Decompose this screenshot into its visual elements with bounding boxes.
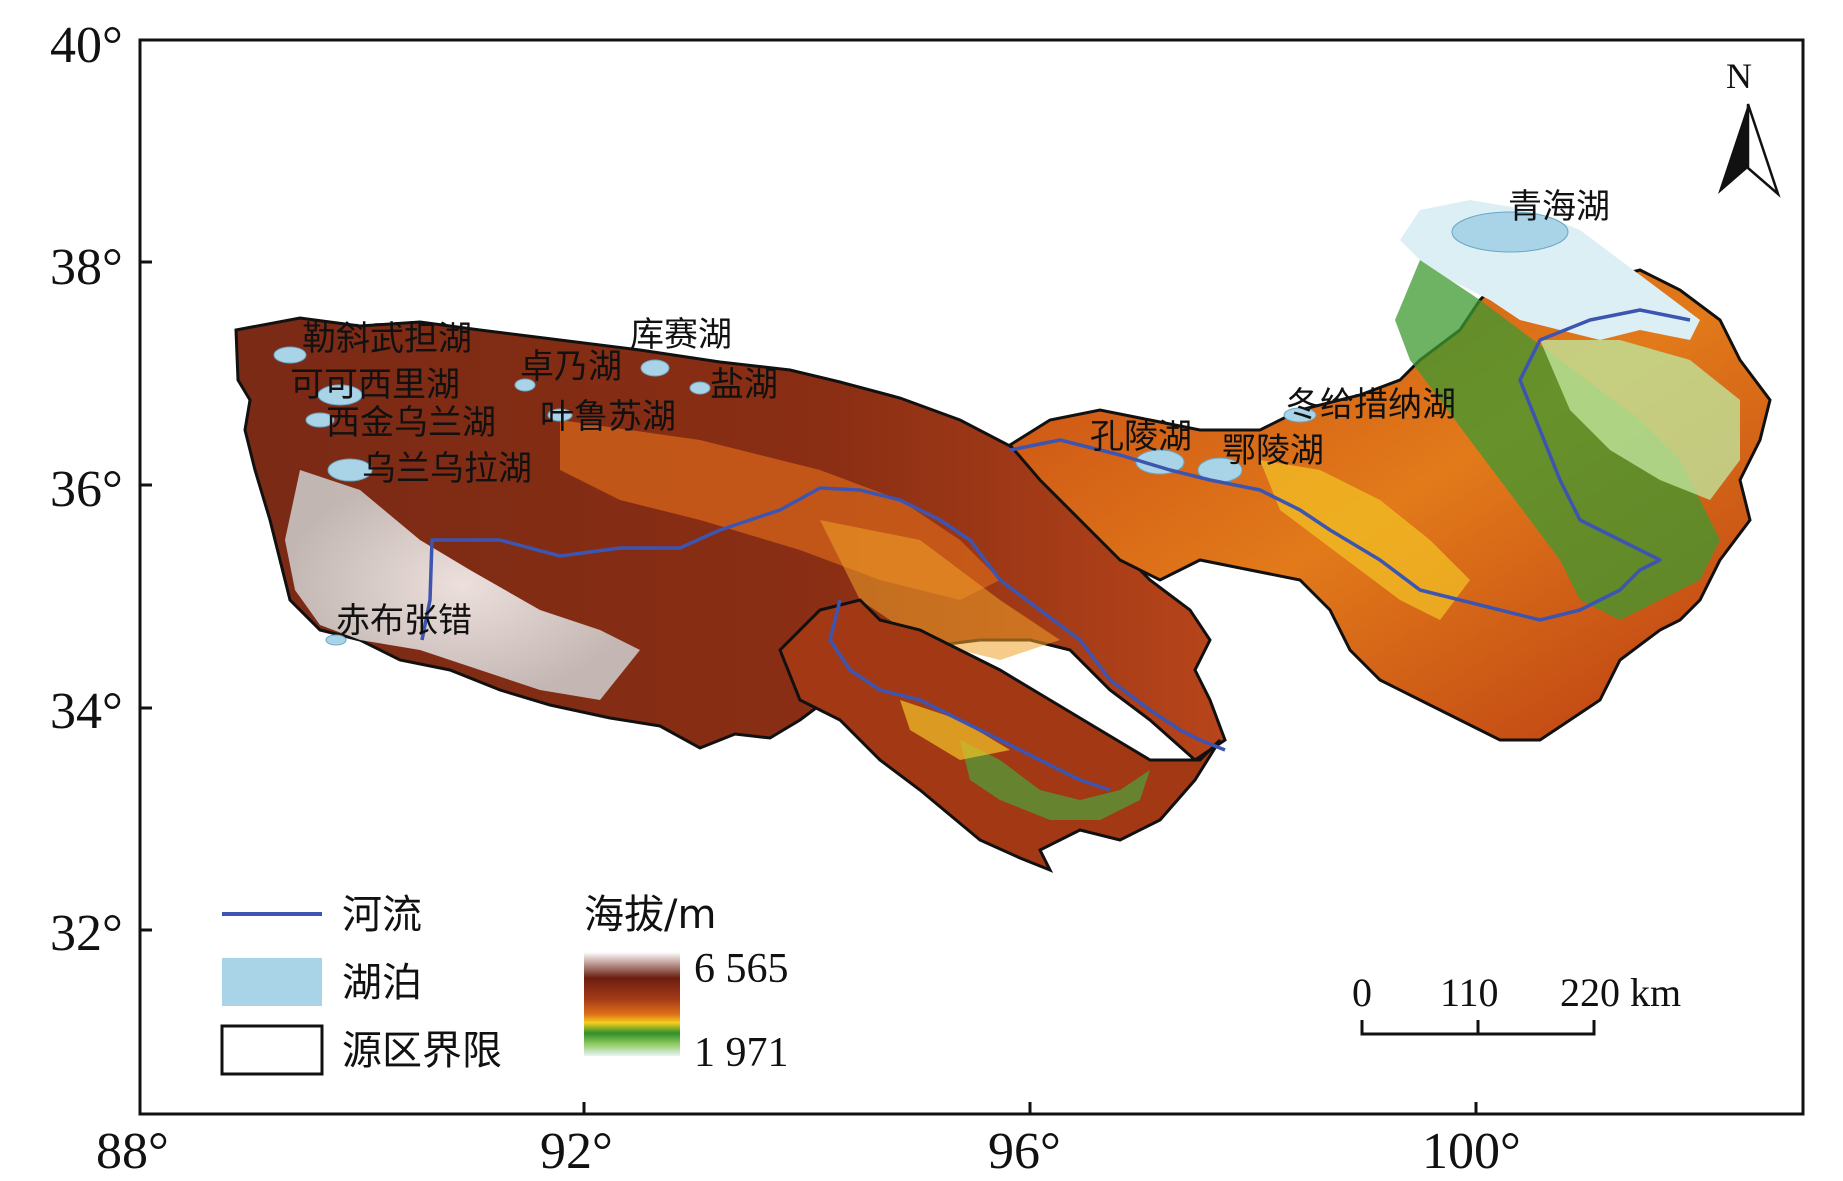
legend-river-label: 河流 [342,892,422,938]
lake [305,412,335,428]
snow-area [285,470,640,700]
rivers [420,308,1691,792]
legend-elevation-title: 海拔/m [584,892,716,938]
lake-label: 盐湖 [710,365,778,405]
legend-lake-swatch [222,958,322,1006]
north-arrow-icon [1746,103,1781,198]
lake-label: 冬给措纳湖 [1286,385,1456,425]
lake [689,381,711,395]
lake [317,384,363,406]
lake [327,458,373,482]
north-arrow: N [1718,56,1781,198]
legend-elevation-ramp [584,952,680,1056]
lake-label: 乌兰乌拉湖 [362,449,532,489]
lake [514,378,536,392]
green-valleys [960,740,1150,820]
north-arrow-icon [1718,104,1748,194]
river-lancang [828,599,1111,792]
scale-bar-line [1360,1020,1596,1036]
lake-label: 卓乃湖 [520,347,622,387]
x-axis-ticks [582,1102,1478,1114]
north-label: N [1726,56,1752,96]
legend: 河流 湖泊 源区界限 海拔/m 6 565 1 971 [220,892,789,1076]
x-tick-label: 100° [1422,1123,1521,1180]
y-tick-label: 36° [50,461,123,518]
lake-qinghai [1451,211,1569,253]
y-tick-label: 32° [50,905,123,962]
x-tick-label: 92° [540,1123,613,1180]
legend-lake-label: 湖泊 [342,960,422,1006]
lake-label: 孔陵湖 [1090,417,1192,457]
lake-zhaling [1135,449,1185,475]
lake [325,634,347,646]
river-yangtze [420,486,1226,752]
lake [273,346,307,364]
river-yellow [1009,308,1691,622]
yellow-east [1260,460,1470,620]
x-tick-label: 96° [988,1123,1061,1180]
scale-bar: 0 110 220 km [1352,970,1681,1036]
legend-elevation-min: 1 971 [694,1030,789,1076]
y-tick-label: 34° [50,683,123,740]
map-frame [138,38,1805,1116]
scale-label: 110 [1440,970,1499,1015]
legend-boundary-label: 源区界限 [342,1028,502,1074]
scale-label: 220 km [1560,970,1681,1015]
legend-boundary-swatch [220,1024,324,1076]
lake-label: 西金乌兰湖 [326,403,496,443]
lake-label: 青海湖 [1508,187,1610,227]
lake-label: 叶鲁苏湖 [540,397,676,437]
scale-label: 0 [1352,970,1372,1015]
lake-label: 可可西里湖 [290,365,460,405]
legend-elevation-max: 6 565 [694,946,789,992]
light-green-east [1540,340,1740,500]
y-tick-label: 38° [50,239,123,296]
yellow-valleys [900,700,1010,760]
lake-label: 鄂陵湖 [1222,431,1324,471]
green-east [1395,260,1720,620]
lake [547,408,573,422]
lake-label: 赤布张错 [336,601,472,641]
y-tick-label: 40° [50,17,123,74]
lake-label: 勒斜武担湖 [302,319,472,359]
lake [1283,407,1317,423]
y-axis-ticks [140,38,152,932]
lake-label: 库赛湖 [630,315,732,355]
lake [640,359,670,377]
highland-band [820,520,1060,660]
x-tick-label: 88° [96,1123,169,1180]
